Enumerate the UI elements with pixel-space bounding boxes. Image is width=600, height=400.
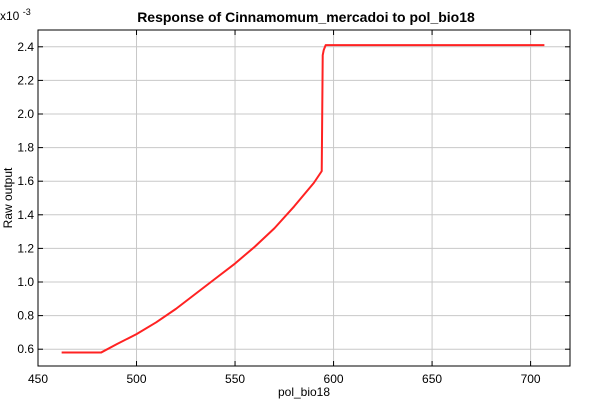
chart-title: Response of Cinnamomum_mercadoi to pol_b…: [137, 9, 475, 25]
y-tick-label: 2.2: [17, 73, 34, 87]
y-multiplier-exponent: -3: [23, 7, 31, 17]
axis-ticks: 450 500 550 600 650 700 0.6 0.8 1.0 1.2 1.4 1.6 1.8 2…: [17, 30, 570, 386]
y-tick-label: 1.2: [17, 241, 34, 255]
y-tick-label: 1.8: [17, 141, 34, 155]
y-tick-label: 2.4: [17, 40, 34, 54]
grid: [37, 30, 570, 366]
y-tick-label: 2.0: [17, 107, 34, 121]
y-axis-multiplier: x10 -3: [0, 7, 31, 23]
x-axis-label: pol_bio18: [278, 385, 330, 399]
y-tick-label: 0.6: [17, 342, 34, 356]
y-axis-label: Raw output: [1, 167, 15, 228]
y-tick-label: 0.8: [17, 309, 34, 323]
y-tick-label: 1.4: [17, 208, 34, 222]
series-layer: [61, 44, 545, 354]
y-tick-label: 1.6: [17, 174, 34, 188]
series-line: [61, 44, 545, 354]
y-multiplier-base: x10: [0, 9, 20, 23]
x-tick-label: 700: [521, 372, 541, 386]
x-tick-label: 550: [225, 372, 245, 386]
x-tick-label: 600: [324, 372, 344, 386]
plot-area: [37, 29, 571, 367]
x-tick-label: 500: [127, 372, 147, 386]
y-tick-label: 1.0: [17, 275, 34, 289]
x-tick-label: 450: [28, 372, 48, 386]
x-tick-label: 650: [422, 372, 442, 386]
